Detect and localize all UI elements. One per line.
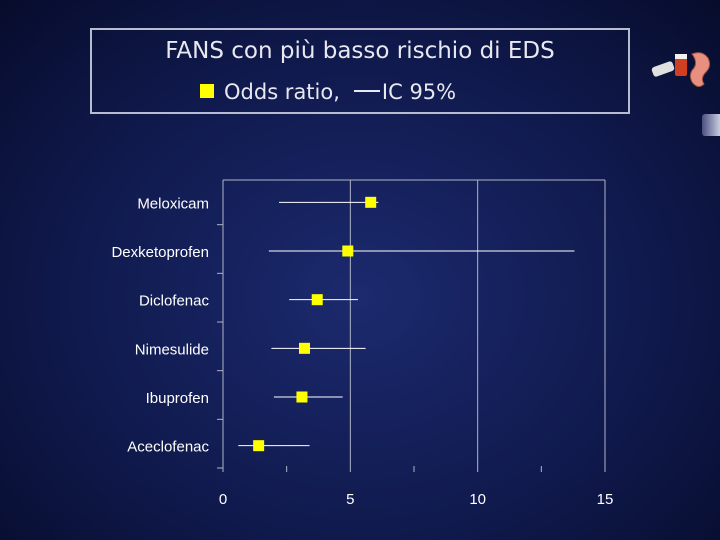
legend-line-ci (353, 90, 380, 92)
odds-ratio-marker (296, 391, 308, 403)
decorative-tab (702, 114, 720, 136)
odds-ratio-marker (342, 245, 354, 257)
category-label: Aceclofenac (127, 439, 209, 456)
chart-title: FANS con più basso rischio di EDS (165, 38, 555, 64)
x-tick-label: 10 (469, 491, 486, 508)
category-label: Nimesulide (135, 341, 209, 358)
category-label: Diclofenac (139, 293, 210, 310)
odds-ratio-marker (365, 196, 377, 208)
legend: Odds ratio, IC 95% (200, 80, 456, 104)
legend-label-odds-ratio: Odds ratio, (224, 80, 340, 104)
category-label: Dexketoprofen (111, 244, 209, 261)
odds-ratio-marker (311, 294, 323, 306)
legend-marker-odds-ratio (200, 84, 214, 98)
category-label: Ibuprofen (146, 390, 209, 407)
legend-label-ci: IC 95% (381, 80, 457, 104)
x-tick-label: 15 (597, 491, 614, 508)
x-tick-label: 0 (219, 491, 227, 508)
title-box: FANS con più basso rischio di EDS Odds r… (90, 28, 630, 114)
odds-ratio-marker (253, 440, 265, 452)
x-tick-label: 5 (346, 491, 354, 508)
odds-ratio-marker (298, 342, 310, 354)
medicine-digestive-icon (651, 52, 711, 88)
category-label: Meloxicam (137, 195, 209, 212)
